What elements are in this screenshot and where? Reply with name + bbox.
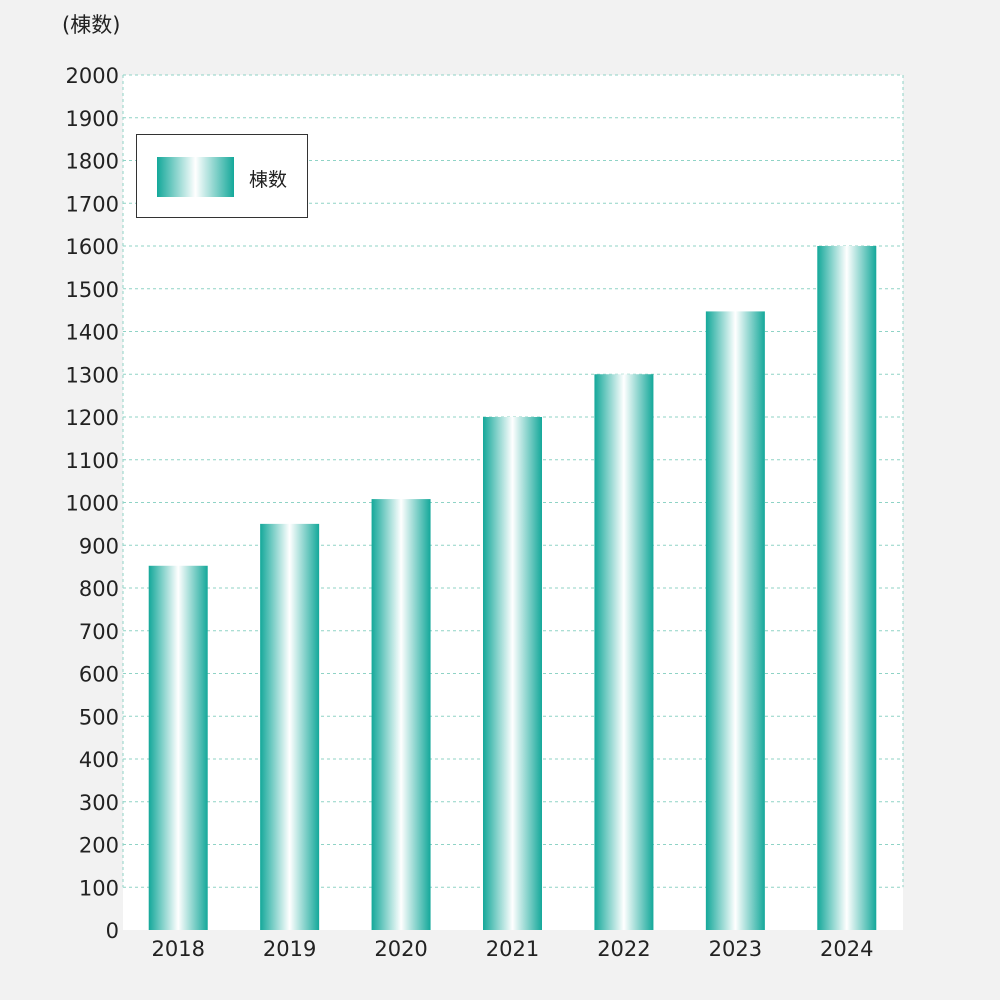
y-tick-label: 1000 <box>66 492 119 516</box>
y-tick-label: 1100 <box>66 449 119 473</box>
legend-label: 棟数 <box>249 169 288 191</box>
y-tick-label: 1800 <box>66 150 119 174</box>
y-tick-label: 1500 <box>66 278 119 302</box>
legend-swatch <box>157 157 234 197</box>
x-tick-label: 2021 <box>486 937 539 961</box>
y-tick-label: 300 <box>79 791 119 815</box>
bar-2022 <box>594 374 654 930</box>
y-tick-label: 200 <box>79 834 119 858</box>
y-tick-label: 600 <box>79 663 119 687</box>
y-tick-label: 800 <box>79 577 119 601</box>
x-tick-label: 2023 <box>709 937 762 961</box>
y-tick-label: 100 <box>79 876 119 900</box>
x-tick-label: 2020 <box>374 937 427 961</box>
y-tick-label: 400 <box>79 748 119 772</box>
bars <box>148 246 877 931</box>
bar-2023 <box>705 311 765 931</box>
bar-2021 <box>483 417 542 930</box>
y-tick-label: 1700 <box>66 192 119 216</box>
bar-2019 <box>260 523 320 930</box>
x-tick-label: 2018 <box>151 937 204 961</box>
x-axis-ticks: 2018 2019 2020 2021 2022 2023 2024 <box>151 937 873 961</box>
y-tick-label: 1600 <box>66 235 119 259</box>
y-tick-label: 1900 <box>66 107 119 131</box>
legend: 棟数 <box>136 134 308 218</box>
y-tick-label: 700 <box>79 620 119 644</box>
y-axis-unit-label: (棟数) <box>62 13 121 37</box>
x-tick-label: 2022 <box>597 937 650 961</box>
y-tick-label: 0 <box>106 919 119 943</box>
y-tick-label: 2000 <box>66 64 119 88</box>
y-tick-label: 900 <box>79 534 119 558</box>
y-tick-label: 1400 <box>66 321 119 345</box>
y-tick-label: 1200 <box>66 406 119 430</box>
bar-2018 <box>148 565 208 930</box>
bar-2020 <box>371 499 431 930</box>
x-tick-label: 2019 <box>263 937 316 961</box>
y-tick-label: 500 <box>79 705 119 729</box>
y-axis-ticks: 0 100 200 300 400 500 600 700 800 900 1000 1100 1200… <box>66 64 119 943</box>
y-tick-label: 1300 <box>66 363 119 387</box>
x-tick-label: 2024 <box>820 937 873 961</box>
bar-2024 <box>817 246 877 930</box>
